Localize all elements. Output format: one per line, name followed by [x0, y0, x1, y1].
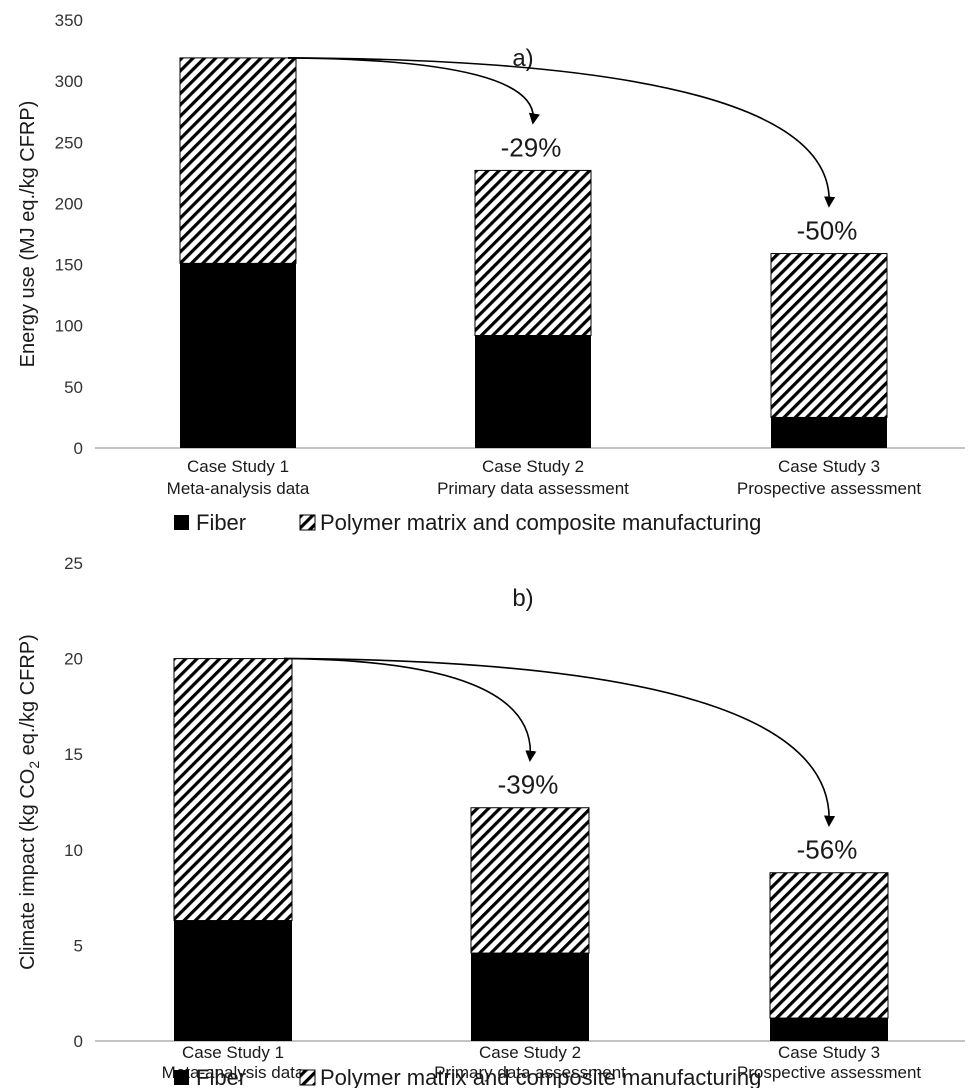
y-axis-label: Climate impact (kg CO2 eq./kg CFRP) [17, 634, 42, 970]
category-label: Case Study 3 [778, 457, 880, 476]
category-sublabel: Meta-analysis data [162, 1063, 305, 1082]
category-sublabel: Prospective assessment [737, 479, 922, 498]
reduction-arrow [283, 657, 836, 827]
category-label: Case Study 2 [479, 1043, 581, 1062]
category-sublabel: Prospective assessment [737, 1063, 922, 1082]
category-label: Case Study 1 [182, 1043, 284, 1062]
bar-polymer-2 [474, 169, 592, 336]
y-tick-label: 10 [64, 841, 83, 860]
legend-label-fiber: Fiber [196, 1065, 246, 1088]
y-axis-label: Energy use (MJ eq./kg CFRP) [17, 101, 39, 368]
bar-polymer-1 [179, 57, 297, 264]
legend-swatch-fiber [174, 1070, 189, 1085]
bar-fiber-1 [174, 920, 292, 1041]
energy-use-chart-svg: 0 50 100 150 200 250 300 350 Case Study 1 Meta-an… [17, 11, 965, 535]
y-axis-label-part: Climate impact (kg CO [17, 769, 39, 970]
y-tick-label: 350 [55, 11, 83, 30]
panel-label: b) [512, 585, 533, 612]
category-sublabel: Meta-analysis data [167, 479, 310, 498]
legend-label-polymer: Polymer matrix and composite manufacturi… [320, 1065, 761, 1088]
legend: Fiber Polymer matrix and composite manufa… [174, 1065, 761, 1088]
y-axis-label-part: eq./kg CFRP) [17, 634, 39, 761]
panel-label: a) [512, 45, 533, 72]
y-tick-label: 0 [74, 439, 83, 458]
legend: Fiber Polymer matrix and composite manufa… [174, 510, 761, 535]
bar-fiber-3 [771, 417, 887, 448]
y-axis-label-subscript: 2 [26, 761, 42, 769]
y-tick-label: 100 [55, 317, 83, 336]
reduction-arrow [283, 657, 537, 762]
bar-fiber-2 [475, 335, 591, 448]
y-tick-label: 15 [64, 745, 83, 764]
legend-label-polymer: Polymer matrix and composite manufacturi… [320, 510, 761, 535]
legend-swatch-polymer [299, 1069, 316, 1086]
y-tick-label: 200 [55, 194, 83, 213]
category-label: Case Study 3 [778, 1043, 880, 1062]
bar-fiber-1 [180, 263, 296, 448]
y-tick-label: 25 [64, 554, 83, 573]
legend-swatch-fiber [174, 515, 189, 530]
y-tick-label: 250 [55, 133, 83, 152]
bar-polymer-2 [470, 807, 590, 954]
bar-polymer-3 [769, 872, 889, 1019]
bar-polymer-1 [173, 658, 293, 922]
category-label: Case Study 2 [482, 457, 584, 476]
category-sublabel: Primary data assessment [434, 1063, 626, 1082]
reduction-label: -50% [797, 216, 858, 246]
reduction-arrow [287, 57, 836, 208]
y-tick-label: 5 [74, 936, 83, 955]
bar-fiber-2 [471, 953, 589, 1041]
legend-swatch-polymer [299, 514, 316, 531]
bar-fiber-3 [770, 1018, 888, 1041]
legend-label-fiber: Fiber [196, 510, 246, 535]
category-sublabel: Primary data assessment [437, 479, 629, 498]
reduction-label: -29% [501, 132, 562, 162]
energy-use-chart: 0 50 100 150 200 250 300 350 Case Study 1 Meta-an… [17, 11, 965, 535]
category-label: Case Study 1 [187, 457, 289, 476]
y-tick-label: 300 [55, 72, 83, 91]
reduction-label: -39% [498, 770, 559, 800]
y-tick-label: 150 [55, 256, 83, 275]
climate-impact-chart: 0 5 10 15 20 25 Case Study 1 Meta-analysis data… [0, 548, 973, 1088]
y-tick-label: 20 [64, 650, 83, 669]
y-tick-label: 50 [64, 378, 83, 397]
bar-polymer-3 [770, 253, 888, 418]
reduction-label: -56% [797, 835, 858, 865]
reduction-arrow [287, 57, 540, 125]
y-tick-label: 0 [74, 1032, 83, 1051]
